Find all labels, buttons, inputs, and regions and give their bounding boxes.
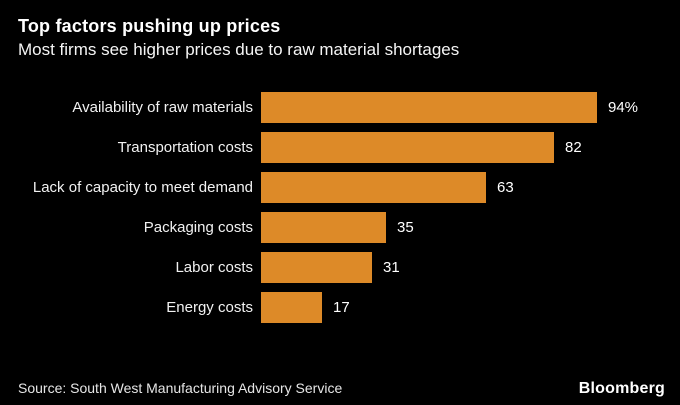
- chart-header: Top factors pushing up prices Most firms…: [0, 0, 680, 60]
- bar-value: 94%: [608, 98, 639, 116]
- bar-row: Lack of capacity to meet demand 63: [0, 167, 680, 207]
- bar-label: Availability of raw materials: [72, 98, 253, 116]
- chart-footer: Source: South West Manufacturing Advisor…: [0, 380, 680, 398]
- chart-subtitle: Most firms see higher prices due to raw …: [18, 40, 460, 59]
- bar-row: Transportation costs 82: [0, 127, 680, 167]
- bar-row: Labor costs 31: [0, 247, 680, 287]
- chart-title: Top factors pushing up prices: [18, 16, 281, 36]
- bar-label: Transportation costs: [117, 138, 253, 156]
- bar-label: Energy costs: [166, 298, 253, 316]
- bar: [261, 291, 322, 323]
- bar-value: 82: [565, 138, 582, 156]
- bloomberg-logo: Bloomberg: [578, 380, 665, 397]
- bar-label: Lack of capacity to meet demand: [32, 178, 253, 196]
- bar: [261, 171, 486, 203]
- bar-value: 31: [383, 258, 400, 276]
- bar-label: Packaging costs: [143, 218, 253, 236]
- bar-value: 63: [497, 178, 514, 196]
- bar-label: Labor costs: [175, 258, 253, 276]
- bar-row: Availability of raw materials 94%: [0, 87, 680, 127]
- bar-value: 17: [333, 298, 350, 316]
- bar: [261, 211, 386, 243]
- bar-value: 35: [397, 218, 414, 236]
- bar-chart: Availability of raw materials 94% Transp…: [0, 87, 680, 327]
- bar-row: Packaging costs 35: [0, 207, 680, 247]
- source-note: Source: South West Manufacturing Advisor…: [18, 380, 343, 396]
- bar-row: Energy costs 17: [0, 287, 680, 327]
- bar: [261, 91, 597, 123]
- bar: [261, 251, 372, 283]
- bar: [261, 131, 554, 163]
